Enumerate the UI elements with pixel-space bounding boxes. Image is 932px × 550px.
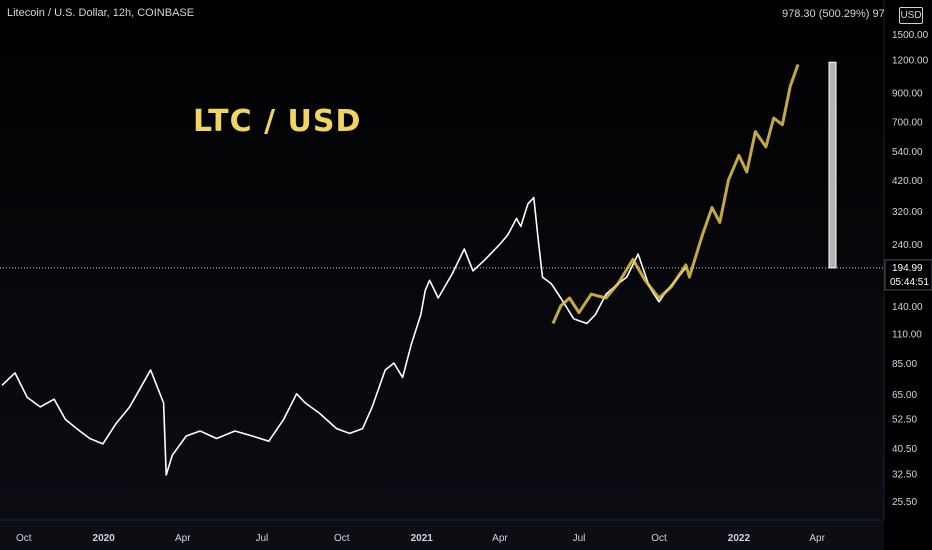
x-tick-label: Apr — [175, 533, 191, 544]
y-tick-label: 25.50 — [892, 497, 917, 508]
y-tick-label: 420.00 — [892, 176, 923, 187]
y-tick-label: 320.00 — [892, 207, 923, 218]
measure-readout: 978.30 (500.29%) 97830 — [782, 8, 884, 20]
current-price-label: 194.99 — [892, 263, 923, 274]
x-tick-label: Jul — [255, 533, 268, 544]
countdown-label: 05:44:51 — [890, 277, 929, 288]
x-tick-label: 2022 — [728, 533, 751, 544]
y-tick-label: 52.50 — [892, 414, 917, 425]
y-tick-label: 1200.00 — [892, 56, 929, 67]
x-tick-label: Apr — [809, 533, 825, 544]
price-series-line — [1, 196, 687, 476]
x-tick-label: Apr — [492, 533, 508, 544]
y-tick-label: 240.00 — [892, 240, 923, 251]
y-tick-label: 540.00 — [892, 147, 923, 158]
x-tick-label: 2021 — [411, 533, 434, 544]
x-tick-label: Oct — [334, 533, 350, 544]
y-tick-label: 65.00 — [892, 390, 917, 401]
x-tick-label: Oct — [651, 533, 667, 544]
y-tick-label: 85.00 — [892, 359, 917, 370]
current-price-tag[interactable] — [884, 259, 932, 291]
measure-bar[interactable] — [828, 61, 837, 269]
y-tick-label: 32.50 — [892, 469, 917, 480]
symbol-title: Litecoin / U.S. Dollar, 12h, COINBASE — [7, 7, 195, 19]
y-tick-label: 140.00 — [892, 302, 923, 313]
chart-annotation-label: LTC / USD — [193, 104, 362, 139]
y-tick-label: 1500.00 — [892, 30, 929, 41]
currency-badge[interactable]: USD — [899, 7, 923, 24]
projection-series-line — [551, 63, 800, 325]
x-tick-label: Jul — [573, 533, 586, 544]
y-tick-label: 900.00 — [892, 89, 923, 100]
y-tick-label: 700.00 — [892, 117, 923, 128]
x-tick-label: Oct — [16, 533, 32, 544]
y-tick-label: 110.00 — [892, 330, 922, 341]
x-tick-label: 2020 — [93, 533, 116, 544]
y-tick-label: 40.50 — [892, 444, 917, 455]
